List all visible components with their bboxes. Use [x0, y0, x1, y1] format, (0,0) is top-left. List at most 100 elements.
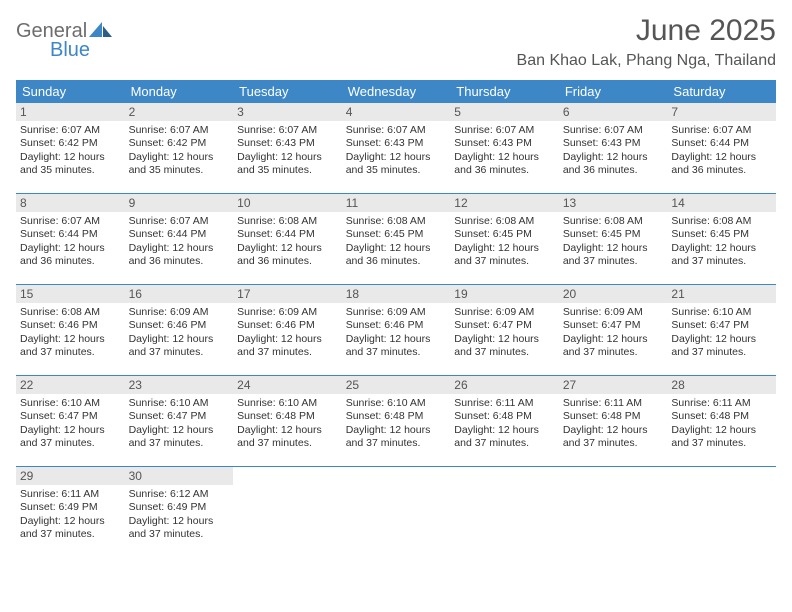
day-number: 4: [342, 103, 451, 121]
day-cell: 14Sunrise: 6:08 AMSunset: 6:45 PMDayligh…: [667, 194, 776, 284]
weekday-header: Tuesday: [233, 80, 342, 103]
daylight-line: Daylight: 12 hours and 37 minutes.: [129, 515, 230, 542]
day-cell: 30Sunrise: 6:12 AMSunset: 6:49 PMDayligh…: [125, 467, 234, 557]
day-cell: 25Sunrise: 6:10 AMSunset: 6:48 PMDayligh…: [342, 376, 451, 466]
sunrise-line: Sunrise: 6:09 AM: [346, 306, 447, 319]
sunset-line: Sunset: 6:46 PM: [129, 319, 230, 332]
day-number: 27: [559, 376, 668, 394]
day-cell: 21Sunrise: 6:10 AMSunset: 6:47 PMDayligh…: [667, 285, 776, 375]
day-cell: 19Sunrise: 6:09 AMSunset: 6:47 PMDayligh…: [450, 285, 559, 375]
weekday-header: Friday: [559, 80, 668, 103]
sunrise-line: Sunrise: 6:11 AM: [563, 397, 664, 410]
day-number: 14: [667, 194, 776, 212]
sunrise-line: Sunrise: 6:08 AM: [20, 306, 121, 319]
sunset-line: Sunset: 6:49 PM: [129, 501, 230, 514]
sunset-line: Sunset: 6:46 PM: [346, 319, 447, 332]
day-cell: 4Sunrise: 6:07 AMSunset: 6:43 PMDaylight…: [342, 103, 451, 193]
logo-stack: General Blue: [16, 20, 113, 62]
daylight-line: Daylight: 12 hours and 36 minutes.: [454, 151, 555, 178]
day-number: 23: [125, 376, 234, 394]
daylight-line: Daylight: 12 hours and 37 minutes.: [237, 333, 338, 360]
day-cell: 22Sunrise: 6:10 AMSunset: 6:47 PMDayligh…: [16, 376, 125, 466]
day-cell: 1 Sunrise: 6:07 AMSunset: 6:42 PMDaylight…: [16, 103, 125, 193]
day-cell: 16Sunrise: 6:09 AMSunset: 6:46 PMDayligh…: [125, 285, 234, 375]
day-number: 20: [559, 285, 668, 303]
day-cell: 18Sunrise: 6:09 AMSunset: 6:46 PMDayligh…: [342, 285, 451, 375]
daylight-line: Daylight: 12 hours and 36 minutes.: [346, 242, 447, 269]
day-cell: 26Sunrise: 6:11 AMSunset: 6:48 PMDayligh…: [450, 376, 559, 466]
day-cell: 28Sunrise: 6:11 AMSunset: 6:48 PMDayligh…: [667, 376, 776, 466]
sunset-line: Sunset: 6:47 PM: [671, 319, 772, 332]
day-cell: 3Sunrise: 6:07 AMSunset: 6:43 PMDaylight…: [233, 103, 342, 193]
day-cell: 9Sunrise: 6:07 AMSunset: 6:44 PMDaylight…: [125, 194, 234, 284]
day-number: 1: [16, 103, 125, 121]
sunset-line: Sunset: 6:43 PM: [346, 137, 447, 150]
day-number: 22: [16, 376, 125, 394]
weekday-header: Sunday: [16, 80, 125, 103]
day-cell: 8 Sunrise: 6:07 AMSunset: 6:44 PMDaylight…: [16, 194, 125, 284]
weekday-header: Thursday: [450, 80, 559, 103]
sunset-line: Sunset: 6:44 PM: [671, 137, 772, 150]
week-row: 8Sunrise: 6:07 AMSunset: 6:44 PMDaylight…: [16, 194, 776, 285]
sunrise-line: Sunrise: 6:08 AM: [671, 215, 772, 228]
sunset-line: Sunset: 6:42 PM: [20, 137, 121, 150]
sunset-line: Sunset: 6:47 PM: [563, 319, 664, 332]
sunrise-line: Sunrise: 6:10 AM: [129, 397, 230, 410]
sunrise-line: Sunrise: 6:08 AM: [346, 215, 447, 228]
sunrise-line: Sunrise: 6:07 AM: [563, 124, 664, 137]
sunset-line: Sunset: 6:44 PM: [20, 228, 121, 241]
daylight-line: Daylight: 12 hours and 35 minutes.: [20, 151, 121, 178]
day-cell: 24Sunrise: 6:10 AMSunset: 6:48 PMDayligh…: [233, 376, 342, 466]
sunset-line: Sunset: 6:45 PM: [454, 228, 555, 241]
daylight-line: Daylight: 12 hours and 37 minutes.: [671, 333, 772, 360]
sunrise-line: Sunrise: 6:07 AM: [20, 124, 121, 137]
day-number: 29: [16, 467, 125, 485]
day-number: 11: [342, 194, 451, 212]
day-number: 9: [125, 194, 234, 212]
day-number: 17: [233, 285, 342, 303]
day-cell: 7Sunrise: 6:07 AMSunset: 6:44 PMDaylight…: [667, 103, 776, 193]
sunset-line: Sunset: 6:45 PM: [671, 228, 772, 241]
weeks-container: 1Sunrise: 6:07 AMSunset: 6:42 PMDaylight…: [16, 103, 776, 557]
sunrise-line: Sunrise: 6:07 AM: [20, 215, 121, 228]
daylight-line: Daylight: 12 hours and 37 minutes.: [563, 424, 664, 451]
brand-logo: General Blue: [16, 14, 113, 62]
sunset-line: Sunset: 6:47 PM: [454, 319, 555, 332]
sunset-line: Sunset: 6:48 PM: [237, 410, 338, 423]
sunset-line: Sunset: 6:43 PM: [454, 137, 555, 150]
sunrise-line: Sunrise: 6:09 AM: [454, 306, 555, 319]
location-text: Ban Khao Lak, Phang Nga, Thailand: [517, 52, 776, 70]
sunset-line: Sunset: 6:48 PM: [454, 410, 555, 423]
daylight-line: Daylight: 12 hours and 36 minutes.: [20, 242, 121, 269]
sunrise-line: Sunrise: 6:11 AM: [454, 397, 555, 410]
day-number: 3: [233, 103, 342, 121]
sunrise-line: Sunrise: 6:11 AM: [20, 488, 121, 501]
sunset-line: Sunset: 6:43 PM: [563, 137, 664, 150]
sunrise-line: Sunrise: 6:10 AM: [237, 397, 338, 410]
sunrise-line: Sunrise: 6:12 AM: [129, 488, 230, 501]
day-cell: 23Sunrise: 6:10 AMSunset: 6:47 PMDayligh…: [125, 376, 234, 466]
daylight-line: Daylight: 12 hours and 37 minutes.: [346, 333, 447, 360]
logo-sail-icon: [89, 20, 113, 43]
sunset-line: Sunset: 6:44 PM: [129, 228, 230, 241]
sunset-line: Sunset: 6:45 PM: [563, 228, 664, 241]
daylight-line: Daylight: 12 hours and 37 minutes.: [129, 333, 230, 360]
day-cell: 10Sunrise: 6:08 AMSunset: 6:44 PMDayligh…: [233, 194, 342, 284]
day-number: 24: [233, 376, 342, 394]
daylight-line: Daylight: 12 hours and 36 minutes.: [563, 151, 664, 178]
sunrise-line: Sunrise: 6:07 AM: [129, 124, 230, 137]
sunset-line: Sunset: 6:44 PM: [237, 228, 338, 241]
sunrise-line: Sunrise: 6:11 AM: [671, 397, 772, 410]
sunset-line: Sunset: 6:43 PM: [237, 137, 338, 150]
daylight-line: Daylight: 12 hours and 35 minutes.: [346, 151, 447, 178]
day-number: 6: [559, 103, 668, 121]
daylight-line: Daylight: 12 hours and 37 minutes.: [20, 515, 121, 542]
sunrise-line: Sunrise: 6:08 AM: [237, 215, 338, 228]
daylight-line: Daylight: 12 hours and 36 minutes.: [237, 242, 338, 269]
empty-cell: [450, 467, 559, 557]
title-block: June 2025 Ban Khao Lak, Phang Nga, Thail…: [517, 14, 776, 70]
day-number: 8: [16, 194, 125, 212]
day-number: 2: [125, 103, 234, 121]
weekday-header: Wednesday: [342, 80, 451, 103]
day-cell: 20Sunrise: 6:09 AMSunset: 6:47 PMDayligh…: [559, 285, 668, 375]
